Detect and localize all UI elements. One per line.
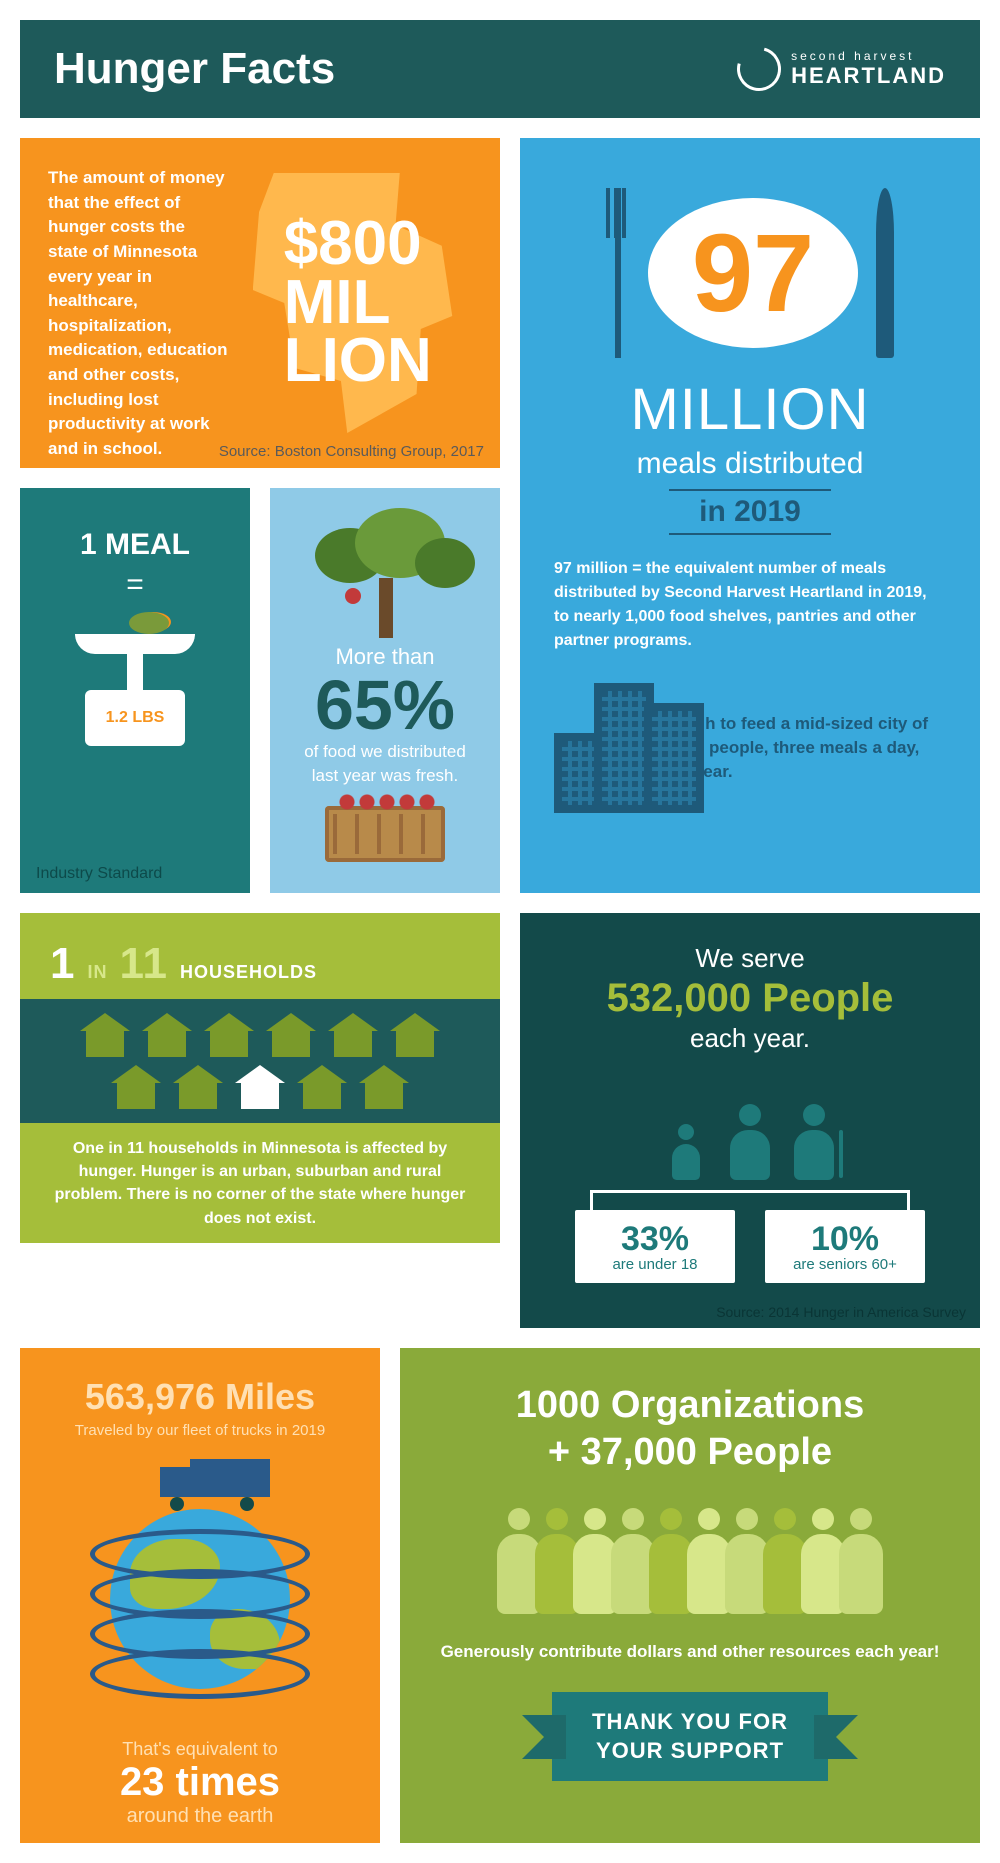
stat2-pct: 10% [785, 1222, 905, 1256]
stat1-pct: 33% [595, 1222, 715, 1256]
logo-big: HEARTLAND [791, 64, 946, 88]
card-households: 1 IN 11 HOUSEHOLDS One in 11 househ [20, 913, 500, 1243]
orgs-line1: 1000 Organizations [430, 1384, 950, 1427]
card-fresh-food: More than 65% of food we distributed las… [270, 488, 500, 893]
logo-text: second harvest HEARTLAND [791, 50, 946, 87]
meals-sub1: meals distributed [554, 447, 946, 481]
knife-icon [876, 188, 894, 358]
truck-icon [160, 1459, 270, 1505]
households-label: HOUSEHOLDS [180, 962, 317, 982]
thank-you-ribbon: THANK YOU FOR YOUR SUPPORT [552, 1692, 828, 1781]
meals-paragraph: 97 million = the equivalent number of me… [554, 557, 946, 653]
serve-line1: We serve [550, 943, 950, 974]
house-icon [390, 1013, 440, 1057]
meal-title: 1 MEAL [48, 528, 222, 562]
households-eleven: 11 [120, 939, 169, 988]
bottom-grid: 563,976 Miles Traveled by our fleet of t… [20, 1348, 980, 1843]
meals-million: MILLION [554, 376, 946, 443]
globe-graphic [90, 1459, 310, 1719]
house-icon [328, 1013, 378, 1057]
top-grid: The amount of money that the effect of h… [20, 138, 980, 893]
miles-eq1: That's equivalent to [48, 1739, 352, 1760]
households-in: IN [88, 962, 108, 982]
households-paragraph: One in 11 households in Minnesota is aff… [50, 1137, 470, 1230]
meal-source: Industry Standard [36, 865, 162, 883]
header-banner: Hunger Facts second harvest HEARTLAND [20, 20, 980, 118]
house-highlight-icon [235, 1065, 285, 1109]
stat1-txt: are under 18 [595, 1256, 715, 1273]
tree-icon [295, 508, 475, 638]
logo-swirl-icon [729, 39, 789, 99]
miles-value: 563,976 Miles [48, 1376, 352, 1418]
stat-under18: 33% are under 18 [575, 1210, 735, 1283]
card-hunger-cost: The amount of money that the effect of h… [20, 138, 500, 468]
cost-graphic: $800 MIL LION [244, 166, 472, 440]
house-icon [173, 1065, 223, 1109]
card-meal-weight: 1 MEAL = 1.2 LBS Industry Standard [20, 488, 250, 893]
fresh-percent: 65% [290, 670, 480, 740]
stat-seniors: 10% are seniors 60+ [765, 1210, 925, 1283]
card-miles: 563,976 Miles Traveled by our fleet of t… [20, 1348, 380, 1843]
meal-equals: = [48, 568, 222, 602]
house-icon [359, 1065, 409, 1109]
households-headline: 1 IN 11 HOUSEHOLDS [50, 939, 470, 989]
miles-eq2: 23 times [48, 1760, 352, 1805]
cost-value: $800 MIL LION [284, 215, 432, 392]
serve-line3: each year. [550, 1023, 950, 1054]
adult-icon [727, 1104, 773, 1180]
households-one: 1 [50, 939, 75, 988]
plate-graphic: 97 [554, 188, 946, 358]
serve-source: Source: 2014 Hunger in America Survey [716, 1304, 966, 1320]
page-title: Hunger Facts [54, 44, 335, 94]
fork-icon [606, 188, 630, 358]
plate-icon: 97 [648, 198, 858, 348]
fresh-desc: of food we distributed last year was fre… [290, 740, 480, 788]
mid-grid: 1 IN 11 HOUSEHOLDS One in 11 househ [20, 913, 980, 1328]
meal-weight: 1.2 LBS [106, 709, 165, 727]
orgs-line2: + 37,000 People [430, 1431, 950, 1474]
buildings-icon [554, 683, 628, 813]
logo-small: second harvest [791, 50, 946, 63]
cost-description: The amount of money that the effect of h… [48, 166, 228, 440]
house-icon [204, 1013, 254, 1057]
small-cards-row: 1 MEAL = 1.2 LBS Industry Standard More … [20, 488, 500, 893]
meals-number: 97 [692, 210, 814, 337]
bracket-icon [590, 1190, 910, 1210]
crate-icon [325, 806, 445, 862]
miles-sub: Traveled by our fleet of trucks in 2019 [48, 1422, 352, 1439]
serve-line2: 532,000 People [550, 976, 950, 1021]
house-icon [142, 1013, 192, 1057]
card-organizations: 1000 Organizations + 37,000 People Gener… [400, 1348, 980, 1843]
house-icon [297, 1065, 347, 1109]
house-icon [266, 1013, 316, 1057]
crowd-icons [430, 1508, 950, 1618]
cost-source: Source: Boston Consulting Group, 2017 [219, 443, 484, 460]
card-people-served: We serve 532,000 People each year. 33% a… [520, 913, 980, 1328]
house-icons [20, 999, 500, 1123]
people-icons [550, 1080, 950, 1180]
house-icon [111, 1065, 161, 1109]
meals-sub2: in 2019 [669, 489, 831, 535]
city-row: Enough to feed a mid-sized city of 89,00… [554, 683, 946, 813]
orgs-give: Generously contribute dollars and other … [430, 1642, 950, 1662]
org-logo: second harvest HEARTLAND [737, 47, 946, 91]
child-icon [663, 1124, 709, 1180]
card-meals-distributed: 97 MILLION meals distributed in 2019 97 … [520, 138, 980, 893]
scale-icon: 1.2 LBS [65, 616, 205, 766]
miles-eq3: around the earth [48, 1805, 352, 1828]
stat-row: 33% are under 18 10% are seniors 60+ [550, 1210, 950, 1283]
senior-icon [791, 1104, 837, 1180]
person-icon [838, 1508, 884, 1618]
stat2-txt: are seniors 60+ [785, 1256, 905, 1273]
house-icon [80, 1013, 130, 1057]
